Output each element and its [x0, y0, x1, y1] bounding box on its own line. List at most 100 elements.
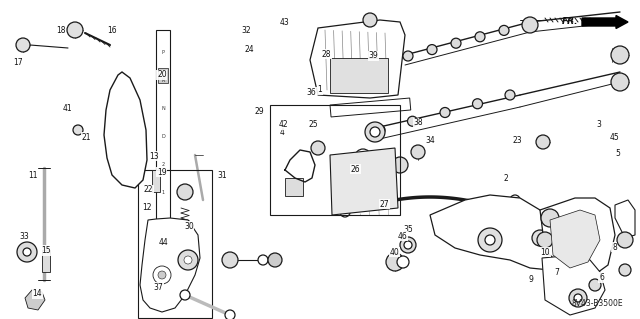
Bar: [156, 30, 170, 230]
Text: 6: 6: [599, 273, 604, 282]
Circle shape: [611, 46, 629, 64]
Text: 44: 44: [159, 238, 169, 247]
Circle shape: [178, 250, 198, 270]
Text: 12: 12: [143, 203, 152, 212]
Text: 15: 15: [41, 246, 51, 255]
Text: 43: 43: [280, 18, 290, 27]
Circle shape: [505, 90, 515, 100]
Circle shape: [569, 289, 587, 307]
Polygon shape: [310, 20, 405, 98]
Text: 31: 31: [217, 171, 227, 180]
Text: 45: 45: [609, 133, 620, 142]
Circle shape: [440, 108, 450, 117]
Text: 34: 34: [425, 136, 435, 145]
Circle shape: [340, 207, 350, 217]
Circle shape: [475, 32, 485, 42]
Circle shape: [16, 38, 30, 52]
Circle shape: [589, 279, 601, 291]
Text: 46: 46: [397, 232, 408, 241]
Text: 41: 41: [62, 104, 72, 113]
Text: 7: 7: [554, 268, 559, 277]
Circle shape: [392, 157, 408, 173]
Text: 25: 25: [308, 120, 319, 129]
Circle shape: [566, 233, 580, 247]
Text: 33: 33: [19, 232, 29, 241]
Circle shape: [67, 22, 83, 38]
Bar: [152, 170, 160, 192]
Text: 17: 17: [13, 58, 23, 67]
Text: 2: 2: [503, 174, 508, 183]
FancyArrow shape: [582, 16, 628, 28]
Text: D: D: [161, 133, 165, 138]
Text: 3: 3: [596, 120, 601, 129]
Circle shape: [472, 99, 483, 109]
Circle shape: [523, 19, 533, 29]
Circle shape: [404, 241, 412, 249]
Polygon shape: [330, 148, 398, 215]
Circle shape: [225, 310, 235, 319]
Circle shape: [485, 235, 495, 245]
Circle shape: [258, 255, 268, 265]
Bar: [158, 68, 168, 83]
Circle shape: [411, 145, 425, 159]
Circle shape: [403, 51, 413, 61]
Circle shape: [427, 45, 437, 55]
Text: 8V43-B3500E: 8V43-B3500E: [572, 299, 623, 308]
Text: 5: 5: [615, 149, 620, 158]
Polygon shape: [25, 290, 45, 310]
Text: 32: 32: [241, 26, 252, 35]
Text: N: N: [161, 106, 165, 110]
Text: P: P: [161, 49, 164, 55]
Text: 4: 4: [279, 128, 284, 137]
Text: 22: 22: [144, 185, 153, 194]
Polygon shape: [140, 218, 200, 312]
Text: FR.: FR.: [561, 18, 578, 26]
Text: 10: 10: [540, 248, 550, 256]
Text: 9: 9: [529, 275, 534, 284]
Polygon shape: [550, 210, 600, 268]
Text: 26: 26: [350, 165, 360, 174]
Circle shape: [153, 266, 171, 284]
Circle shape: [532, 230, 548, 246]
Text: 42: 42: [278, 120, 289, 129]
Circle shape: [478, 228, 502, 252]
Circle shape: [619, 264, 631, 276]
Polygon shape: [542, 255, 605, 315]
Circle shape: [73, 125, 83, 135]
Text: 27: 27: [379, 200, 389, 209]
Circle shape: [355, 149, 371, 165]
Circle shape: [375, 125, 385, 135]
Circle shape: [222, 252, 238, 268]
Text: 18: 18: [56, 26, 65, 35]
Circle shape: [574, 294, 582, 302]
Circle shape: [408, 116, 417, 126]
Text: 1: 1: [317, 85, 323, 94]
Text: 2: 2: [161, 161, 164, 167]
Circle shape: [363, 13, 377, 27]
Text: 28: 28: [322, 50, 331, 59]
Text: 39: 39: [368, 51, 378, 60]
Text: 14: 14: [32, 289, 42, 298]
Bar: [330, 58, 388, 93]
Circle shape: [611, 73, 629, 91]
Text: 29: 29: [254, 107, 264, 116]
Circle shape: [180, 290, 190, 300]
Text: 23: 23: [512, 136, 522, 145]
Circle shape: [177, 184, 193, 200]
Bar: [138, 170, 212, 318]
Text: 8: 8: [612, 243, 617, 252]
Text: 38: 38: [413, 118, 424, 127]
Text: 24: 24: [244, 45, 255, 54]
Circle shape: [386, 253, 404, 271]
Circle shape: [158, 271, 166, 279]
Circle shape: [311, 141, 325, 155]
Circle shape: [617, 232, 633, 248]
Text: 16: 16: [107, 26, 117, 35]
Text: 36: 36: [306, 88, 316, 97]
Circle shape: [365, 122, 385, 142]
Circle shape: [510, 195, 520, 205]
Bar: [285, 178, 303, 196]
Circle shape: [370, 127, 380, 137]
Text: 37: 37: [154, 283, 164, 292]
Bar: [330, 98, 411, 117]
